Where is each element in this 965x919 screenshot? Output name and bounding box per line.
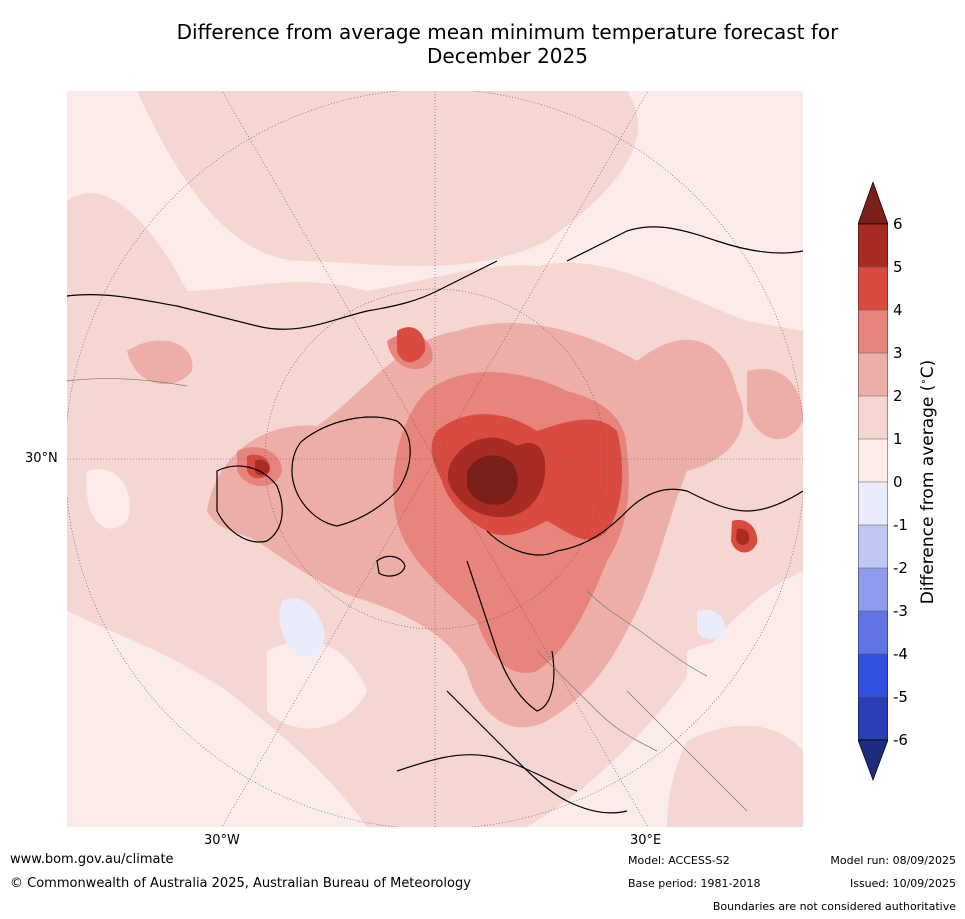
- colorbar-bin-3-4: [858, 310, 888, 353]
- coast-scandinavia: [466, 560, 555, 712]
- boundaries-disclaimer: Boundaries are not considered authoritat…: [712, 900, 956, 913]
- colorbar-tick-m5: -5: [893, 688, 908, 706]
- model-run-date: Model run: 08/09/2025: [830, 854, 956, 867]
- colorbar-tick-0: 0: [893, 473, 903, 491]
- colorbar-label: Difference from average (∘C): [918, 359, 938, 605]
- anomaly-region-above-6: [467, 455, 518, 505]
- model-name: Model: ACCESS-S2: [628, 854, 730, 867]
- graticule: [67, 91, 803, 827]
- colorbar-tick-m1: -1: [893, 516, 908, 534]
- colorbar-label-unit: C): [918, 359, 938, 379]
- colorbar-bin-1-2: [858, 396, 888, 439]
- colorbar-bin-m6-m5: [858, 697, 888, 740]
- meridian-30w: [221, 458, 436, 827]
- lat-label-30n: 30°N: [25, 451, 58, 466]
- colorbar-tick-m4: -4: [893, 645, 908, 663]
- colorbar-label-text: Difference from average (: [918, 384, 938, 605]
- map-title: Difference from average mean minimum tem…: [0, 20, 965, 68]
- colorbar-tick-m6: -6: [893, 731, 908, 749]
- coast-north-america: [67, 260, 498, 330]
- colorbar-bin-m3-m2: [858, 568, 888, 611]
- issued-date: Issued: 10/09/2025: [849, 877, 956, 890]
- colorbar-bin-4-5: [858, 267, 888, 310]
- colorbar-bin-2-3: [858, 353, 888, 396]
- lon-label-30e: 30°E: [630, 833, 662, 848]
- colorbar-tick-4: 4: [893, 301, 903, 319]
- meridian-30e: [434, 458, 649, 827]
- anomaly-patch-neutral: [86, 469, 767, 729]
- colorbar-bin-m2-m1: [858, 525, 888, 568]
- lon-label-30w: 30°W: [204, 833, 240, 848]
- colorbar-tick-m3: -3: [893, 602, 908, 620]
- base-period: Base period: 1981-2018: [628, 877, 761, 890]
- coast-europe: [446, 690, 628, 814]
- colorbar-extend-top: [857, 180, 889, 225]
- coast-mediterranean: [396, 754, 578, 792]
- colorbar-tick-5: 5: [893, 258, 903, 276]
- title-line-2: December 2025: [427, 44, 588, 68]
- coast-east-asia: [566, 226, 803, 262]
- colorbar-bin-m5-m4: [858, 654, 888, 697]
- coast-greenland: [291, 416, 411, 527]
- copyright-text: © Commonwealth of Australia 2025, Austra…: [10, 876, 471, 891]
- forecast-map: [67, 91, 803, 827]
- colorbar-bin-5-6: [858, 224, 888, 267]
- colorbar-tick-6: 6: [893, 215, 903, 233]
- coast-canada-arctic: [216, 465, 283, 543]
- country-borders: [67, 378, 748, 812]
- coast-eurasia: [486, 488, 803, 556]
- colorbar-bin-0-1: [858, 439, 888, 482]
- colorbar-tick-2: 2: [893, 387, 903, 405]
- coastlines: [67, 226, 803, 814]
- website-link[interactable]: www.bom.gov.au/climate: [10, 852, 174, 867]
- coast-iceland: [376, 555, 406, 577]
- colorbar-bin-m4-m3: [858, 611, 888, 654]
- colorbar-tick-1: 1: [893, 430, 903, 448]
- colorbar-extend-bottom: [857, 739, 889, 781]
- meridian-150e: [434, 91, 649, 460]
- colorbar-tick-3: 3: [893, 344, 903, 362]
- title-line-1: Difference from average mean minimum tem…: [176, 20, 839, 44]
- colorbar-tick-m2: -2: [893, 559, 908, 577]
- colorbar: [857, 180, 889, 782]
- meridian-150w: [221, 91, 436, 460]
- anomaly-region-below-0: [279, 598, 726, 658]
- colorbar-bin-m1-0: [858, 482, 888, 525]
